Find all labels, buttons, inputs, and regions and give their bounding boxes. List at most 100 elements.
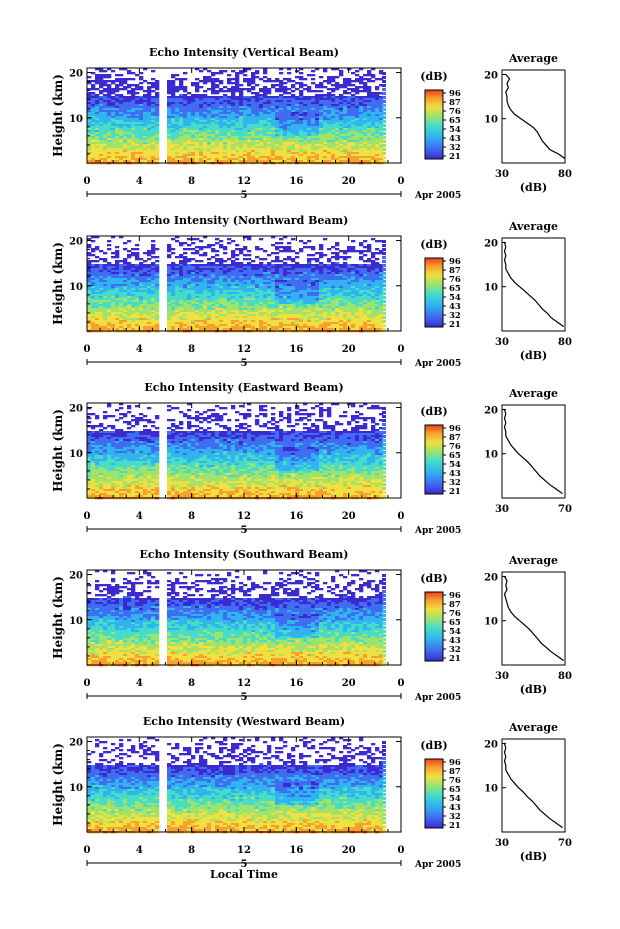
- heatmap-cell: [111, 70, 116, 73]
- heatmap-cell: [231, 306, 236, 309]
- heatmap-cell: [259, 284, 264, 287]
- heatmap-cell: [347, 96, 352, 99]
- heatmap-cell: [179, 254, 184, 257]
- heatmap-cell: [223, 274, 228, 277]
- heatmap-cell: [215, 250, 220, 253]
- heatmap-cell: [275, 124, 280, 127]
- heatmap-cell: [207, 158, 212, 161]
- heatmap-cell: [203, 290, 208, 293]
- heatmap-cell: [355, 140, 360, 143]
- heatmap-cell: [275, 130, 280, 133]
- heatmap-cell: [335, 242, 340, 245]
- heatmap-cell: [99, 288, 104, 291]
- heatmap-cell: [211, 158, 216, 161]
- heatmap-cell: [123, 104, 128, 107]
- heatmap-cell: [187, 274, 192, 277]
- heatmap-cell: [191, 120, 196, 123]
- heatmap-cell: [195, 278, 200, 281]
- heatmap-cell: [127, 148, 132, 151]
- heatmap-cell: [359, 264, 364, 267]
- heatmap-cell: [303, 296, 308, 299]
- heatmap-cell: [359, 158, 364, 161]
- heatmap-cell: [287, 116, 292, 119]
- heatmap-cell: [263, 112, 268, 115]
- heatmap-cell: [95, 304, 100, 307]
- heatmap-cell: [275, 122, 280, 125]
- heatmap-cell: [111, 100, 116, 103]
- heatmap-cell: [343, 284, 348, 287]
- heatmap-cell: [199, 304, 204, 307]
- heatmap-cell: [143, 150, 148, 153]
- heatmap-cell: [299, 266, 304, 269]
- heatmap-cell: [183, 292, 188, 295]
- heatmap-cell: [263, 160, 268, 163]
- heatmap-cell: [239, 152, 244, 155]
- heatmap-cell: [375, 124, 380, 127]
- heatmap-cell: [171, 90, 176, 93]
- heatmap-cell: [87, 122, 92, 125]
- heatmap-cell: [95, 120, 100, 123]
- heatmap-cell: [303, 138, 308, 141]
- heatmap-cell: [319, 300, 324, 303]
- heatmap-cell: [123, 248, 128, 251]
- heatmap-cell: [235, 146, 240, 149]
- heatmap-cell: [207, 150, 212, 153]
- heatmap-cell: [307, 294, 312, 297]
- heatmap-cell: [179, 140, 184, 143]
- heatmap-cell: [87, 132, 92, 135]
- heatmap-cell: [327, 138, 332, 141]
- heatmap-cell: [171, 128, 176, 131]
- heatmap-cell: [351, 100, 356, 103]
- heatmap-cell: [335, 114, 340, 117]
- heatmap-cell: [171, 264, 176, 267]
- heatmap-cell: [151, 116, 156, 119]
- heatmap-cell: [303, 290, 308, 293]
- heatmap-cell: [235, 158, 240, 161]
- heatmap-cell: [311, 106, 316, 109]
- heatmap-cell: [175, 256, 180, 259]
- heatmap-cell: [239, 138, 244, 141]
- heatmap-cell: [327, 112, 332, 115]
- heatmap-cell: [355, 288, 360, 291]
- heatmap-cell: [207, 300, 212, 303]
- heatmap-cell: [299, 126, 304, 129]
- heatmap-cell: [115, 262, 120, 265]
- heatmap-cell: [311, 306, 316, 309]
- heatmap-cell: [211, 120, 216, 123]
- heatmap-cell: [191, 280, 196, 283]
- heatmap-cell: [227, 302, 232, 305]
- heatmap-cell: [175, 280, 180, 283]
- heatmap-cell: [183, 288, 188, 291]
- heatmap-cell: [371, 126, 376, 129]
- heatmap-cell: [175, 140, 180, 143]
- heatmap-cell: [111, 126, 116, 129]
- heatmap-cell: [379, 144, 384, 147]
- heatmap-cell: [363, 304, 368, 307]
- heatmap-cell: [143, 128, 148, 131]
- heatmap-cell: [199, 154, 204, 157]
- heatmap-cell: [103, 134, 108, 137]
- heatmap-cell: [115, 154, 120, 157]
- heatmap-cell: [279, 110, 284, 113]
- heatmap-cell: [223, 108, 228, 111]
- heatmap-cell: [307, 106, 312, 109]
- heatmap-cell: [195, 280, 200, 283]
- heatmap-cell: [355, 290, 360, 293]
- heatmap-cell: [183, 142, 188, 145]
- heatmap-cell: [103, 286, 108, 289]
- heatmap-cell: [123, 268, 128, 271]
- heatmap-cell: [155, 156, 160, 159]
- heatmap-cell: [139, 116, 144, 119]
- heatmap-cell: [127, 90, 132, 93]
- heatmap-cell: [371, 96, 376, 99]
- heatmap-cell: [295, 262, 300, 265]
- heatmap-cell: [223, 292, 228, 295]
- heatmap-cell: [179, 124, 184, 127]
- heatmap-cell: [223, 156, 228, 159]
- heatmap-cell: [343, 114, 348, 117]
- heatmap-cell: [339, 270, 344, 273]
- heatmap-cell: [375, 104, 380, 107]
- heatmap-cell: [211, 154, 216, 157]
- heatmap-cell: [323, 300, 328, 303]
- heatmap-cell: [363, 138, 368, 141]
